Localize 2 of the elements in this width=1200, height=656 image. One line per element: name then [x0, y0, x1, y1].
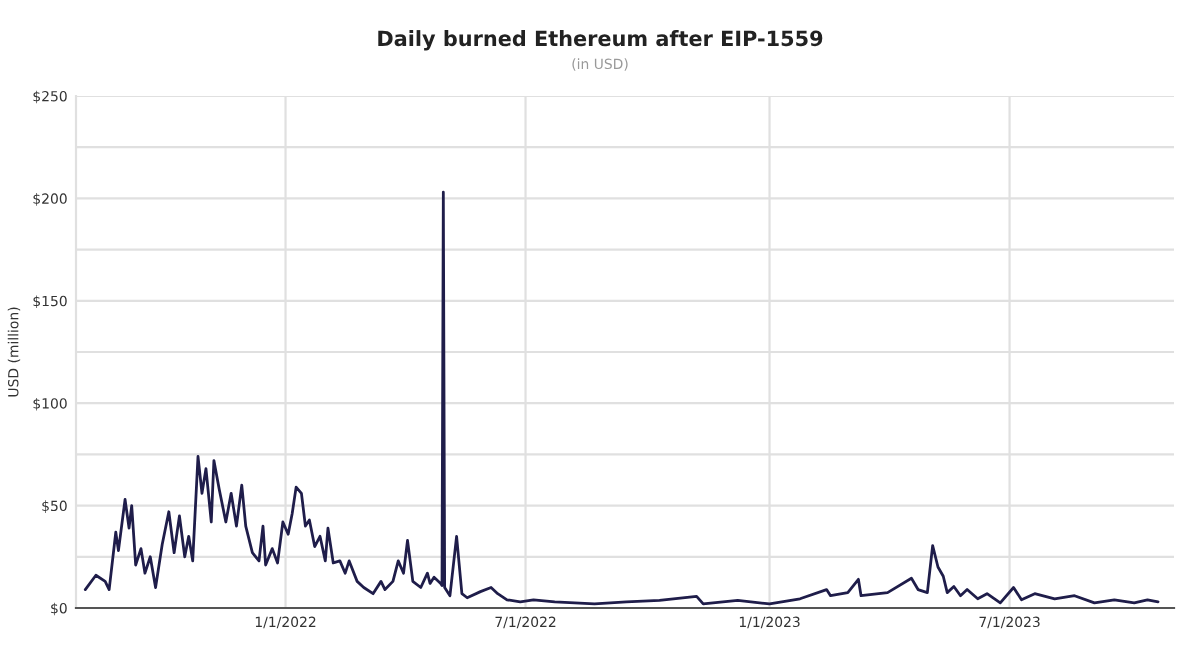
chart-title: Daily burned Ethereum after EIP-1559	[378, 30, 823, 51]
line-series	[83, 190, 1160, 606]
